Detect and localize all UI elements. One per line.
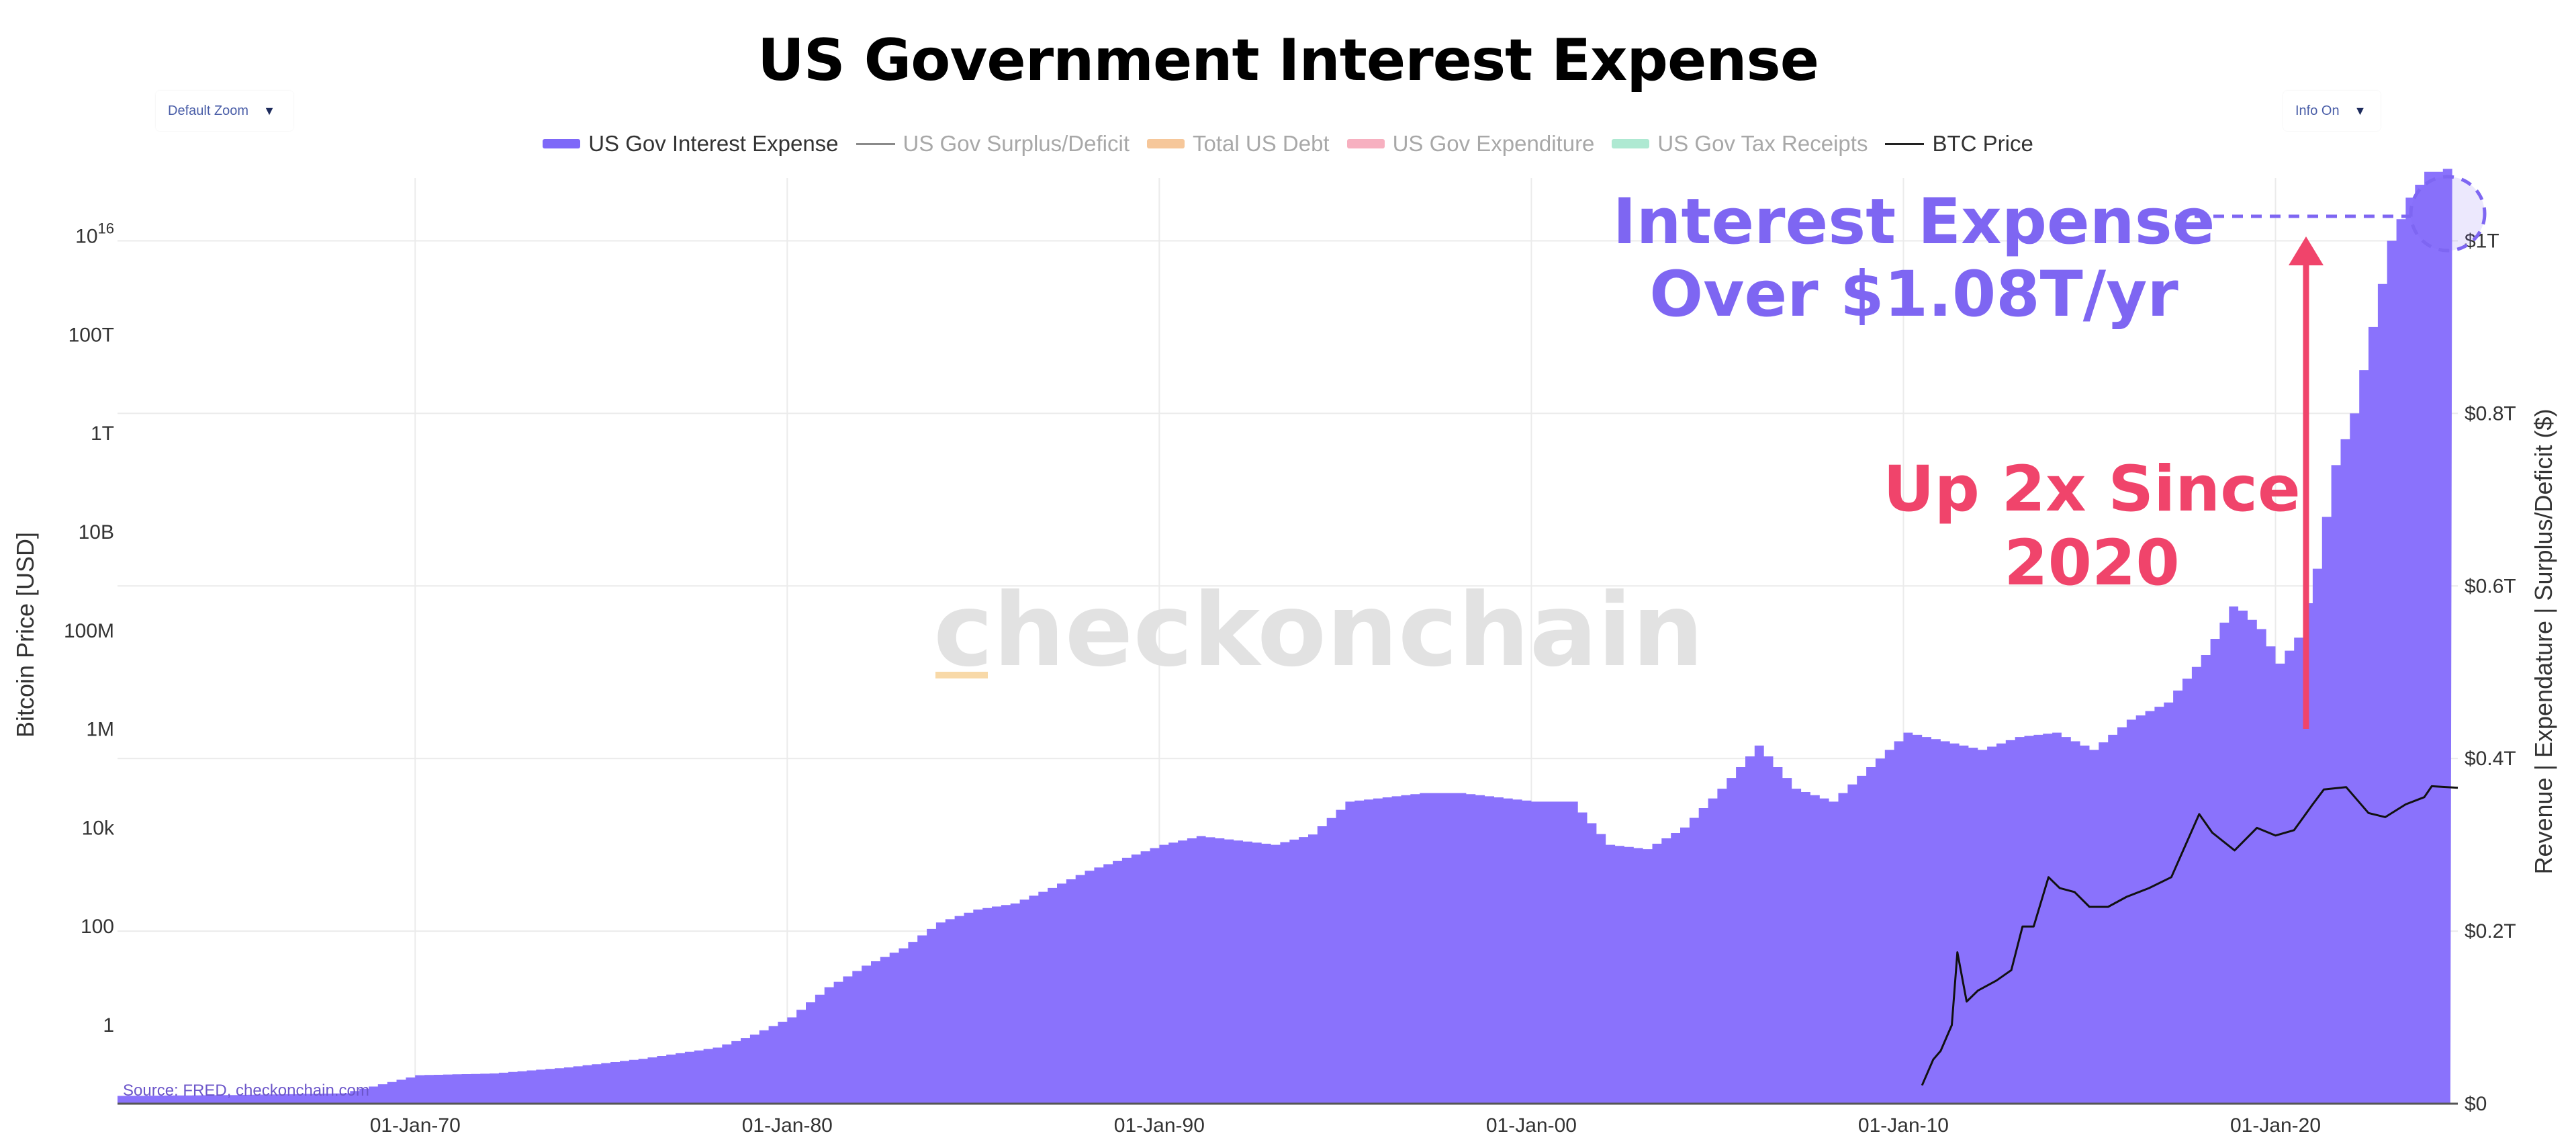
interest-expense-area — [118, 169, 2452, 1104]
info-dropdown[interactable]: Info On ▼ — [2283, 91, 2381, 131]
right-tick-label: $0.6T — [2465, 575, 2516, 597]
left-tick-label: 10B — [79, 521, 114, 543]
right-axis-title: Revenue | Expendature | Surplus/Deficit … — [2530, 408, 2557, 874]
right-tick-label: $0.4T — [2465, 748, 2516, 770]
legend-swatch — [1885, 142, 1925, 145]
btc-price-line — [1921, 785, 2458, 1086]
legend-label: US Gov Surplus/Deficit — [903, 131, 1130, 156]
legend-label: US Gov Interest Expense — [588, 131, 839, 156]
source-note: Source: FRED, checkonchain.com — [123, 1082, 369, 1100]
legend-item[interactable]: US Gov Expenditure — [1346, 131, 1595, 157]
zoom-dropdown-label: Default Zoom — [168, 103, 249, 118]
annotation-interest-line2: Over $1.08T/yr — [1649, 258, 2178, 331]
zoom-dropdown[interactable]: Default Zoom ▼ — [156, 91, 293, 131]
chart-title: US Government Interest Expense — [757, 27, 1819, 94]
chevron-down-icon: ▼ — [263, 103, 275, 118]
annotation-interest-line1: Interest Expense — [1613, 185, 2215, 259]
left-tick-label: 1M — [86, 719, 114, 741]
left-tick-label: 100M — [64, 620, 114, 642]
x-tick-label: 01-Jan-80 — [742, 1114, 833, 1137]
legend-item[interactable]: Total US Debt — [1147, 131, 1330, 157]
legend-swatch — [1147, 139, 1185, 148]
right-tick-label: $0.2T — [2465, 920, 2516, 942]
left-tick-label: 100 — [81, 916, 114, 938]
x-tick-label: 01-Jan-70 — [370, 1114, 461, 1137]
x-tick-label: 01-Jan-00 — [1486, 1114, 1577, 1137]
legend-swatch — [1612, 139, 1650, 148]
right-tick-label: $1T — [2465, 230, 2499, 252]
left-tick-label: 1 — [103, 1014, 114, 1037]
chart-legend: US Gov Interest Expense US Gov Surplus/De… — [0, 131, 2576, 157]
left-tick-label: 1016 — [75, 220, 114, 248]
left-tick-label: 1T — [91, 423, 114, 445]
legend-label: US Gov Tax Receipts — [1657, 131, 1868, 156]
legend-swatch — [856, 142, 895, 145]
left-tick-label: 100T — [68, 324, 114, 346]
legend-label: Total US Debt — [1193, 131, 1330, 156]
legend-swatch — [1346, 139, 1385, 148]
left-axis-title: Bitcoin Price [USD] — [11, 532, 39, 738]
x-tick-label: 01-Jan-90 — [1114, 1114, 1205, 1137]
legend-item[interactable]: BTC Price — [1885, 131, 2033, 157]
x-tick-label: 01-Jan-10 — [1858, 1114, 1949, 1137]
watermark: checkonchain — [933, 572, 1704, 689]
annotation-arrow-head — [2289, 236, 2324, 265]
info-dropdown-label: Info On — [2295, 103, 2340, 118]
legend-label: BTC Price — [1932, 131, 2033, 156]
left-tick-label: 10k — [82, 817, 115, 839]
legend-swatch — [543, 139, 581, 148]
right-tick-label: $0 — [2465, 1093, 2487, 1115]
annotation-up-line2: 2020 — [2004, 527, 2180, 600]
annotation-up-line1: Up 2x Since — [1883, 453, 2300, 526]
chevron-down-icon: ▼ — [2354, 103, 2366, 118]
watermark-underscore — [935, 672, 988, 678]
legend-item[interactable]: US Gov Interest Expense — [543, 131, 839, 157]
legend-item[interactable]: US Gov Surplus/Deficit — [856, 131, 1130, 157]
x-tick-label: 01-Jan-20 — [2230, 1114, 2321, 1137]
legend-label: US Gov Expenditure — [1392, 131, 1595, 156]
legend-item[interactable]: US Gov Tax Receipts — [1612, 131, 1868, 157]
annotation-circle — [2409, 175, 2487, 253]
right-tick-label: $0.8T — [2465, 402, 2516, 425]
